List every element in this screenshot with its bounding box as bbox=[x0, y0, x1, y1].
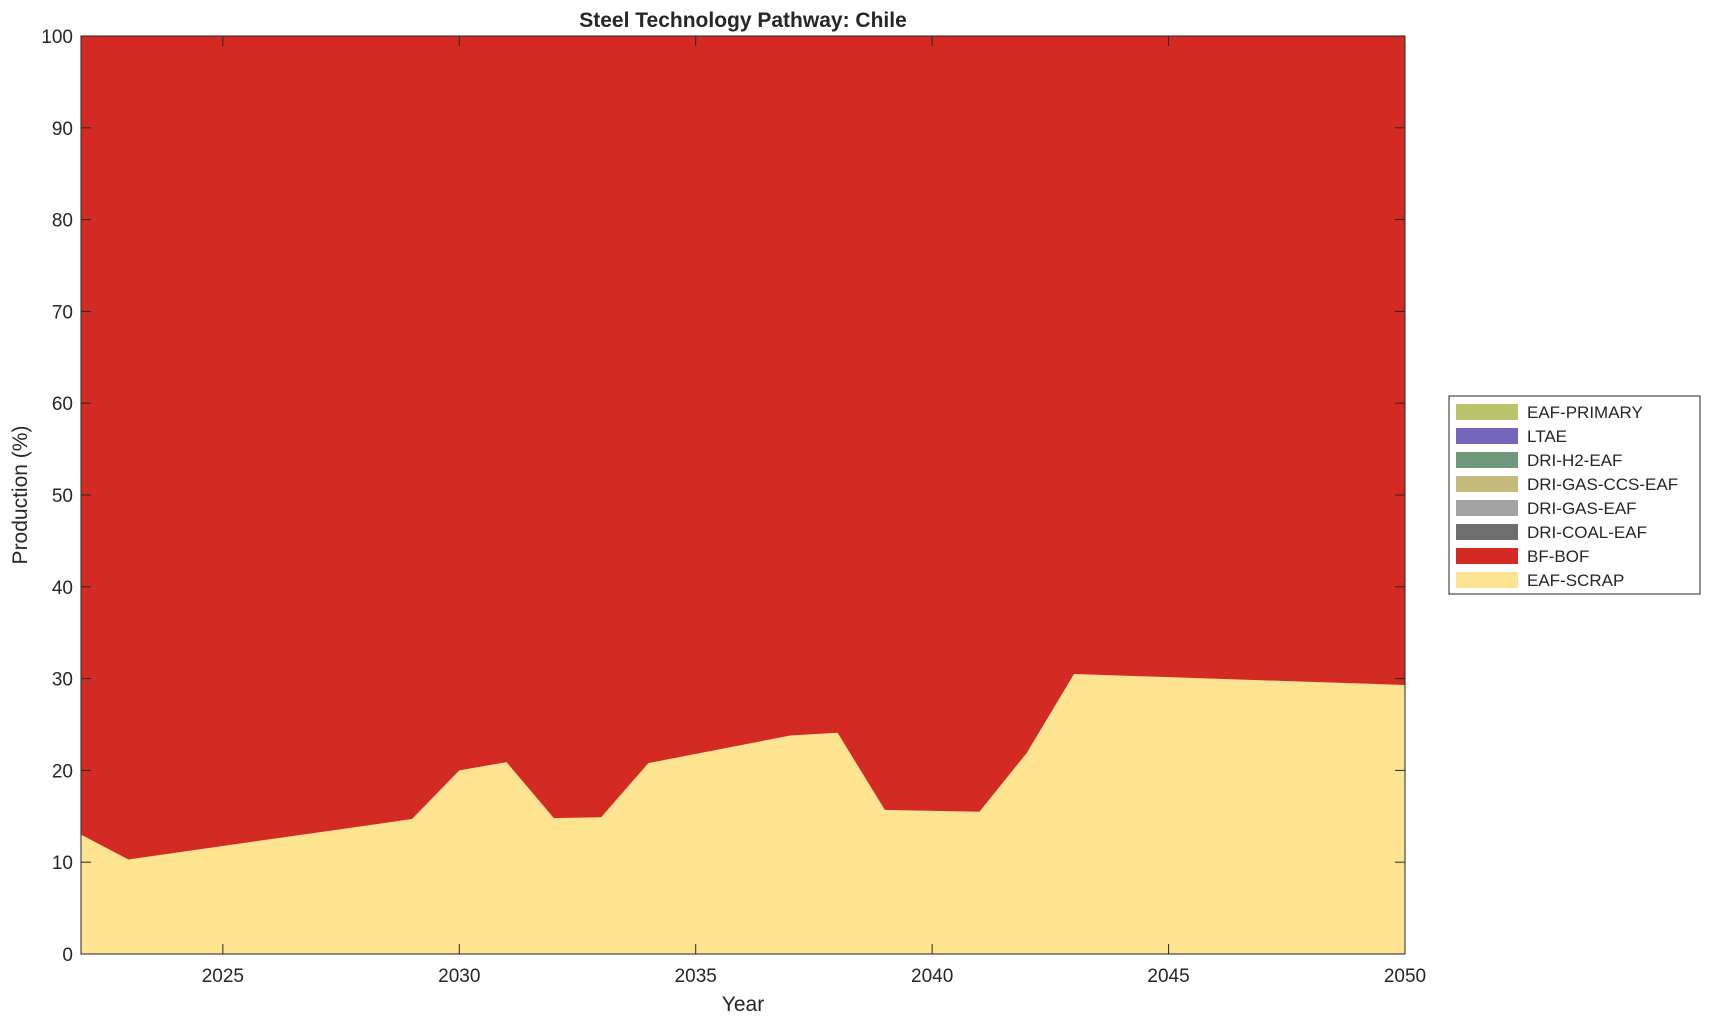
legend-label-dri-coal-eaf: DRI-COAL-EAF bbox=[1527, 523, 1647, 542]
legend-swatch-dri-gas-eaf bbox=[1456, 500, 1518, 516]
legend-swatch-dri-gas-ccs-eaf bbox=[1456, 476, 1518, 492]
legend-label-dri-gas-ccs-eaf: DRI-GAS-CCS-EAF bbox=[1527, 475, 1678, 494]
legend-swatch-ltae bbox=[1456, 428, 1518, 444]
legend-label-dri-h2-eaf: DRI-H2-EAF bbox=[1527, 451, 1622, 470]
x-tick-label: 2025 bbox=[202, 966, 244, 987]
y-axis-title: Production (%) bbox=[9, 426, 32, 565]
area-eaf-scrap bbox=[81, 674, 1405, 954]
legend-label-eaf-scrap: EAF-SCRAP bbox=[1527, 571, 1624, 590]
y-tick-label: 100 bbox=[41, 27, 73, 48]
legend-items: EAF-PRIMARY LTAE DRI-H2-EAF DRI-GAS-CCS-EAF… bbox=[1456, 403, 1678, 590]
y-tick-label: 80 bbox=[52, 211, 73, 232]
area-series-layer bbox=[81, 36, 1405, 954]
x-tick-label: 2030 bbox=[438, 966, 480, 987]
y-tick-label: 90 bbox=[52, 119, 73, 140]
y-tick-label: 60 bbox=[52, 394, 73, 415]
y-tick-label: 20 bbox=[52, 761, 73, 782]
y-tick-label: 10 bbox=[52, 853, 73, 874]
legend-swatch-eaf-scrap bbox=[1456, 572, 1518, 588]
x-tick-label: 2050 bbox=[1384, 966, 1426, 987]
y-tick-label: 0 bbox=[62, 945, 73, 966]
legend-label-bf-bof: BF-BOF bbox=[1527, 547, 1589, 566]
x-tick-label: 2045 bbox=[1147, 966, 1189, 987]
legend-swatch-bf-bof bbox=[1456, 548, 1518, 564]
y-tick-label: 30 bbox=[52, 670, 73, 691]
x-tick-label: 2040 bbox=[911, 966, 953, 987]
legend-label-dri-gas-eaf: DRI-GAS-EAF bbox=[1527, 499, 1637, 518]
area-bf-bof bbox=[81, 36, 1405, 860]
legend: EAF-PRIMARY LTAE DRI-H2-EAF DRI-GAS-CCS-EAF… bbox=[1448, 395, 1701, 595]
y-tick-label: 70 bbox=[52, 302, 73, 323]
y-tick-label: 40 bbox=[52, 578, 73, 599]
legend-swatch-dri-h2-eaf bbox=[1456, 452, 1518, 468]
legend-swatch-eaf-primary bbox=[1456, 404, 1518, 420]
axis-ticks: 2025 2030 2035 2040 2045 20500102030405060708… bbox=[41, 27, 1426, 987]
y-tick-label: 50 bbox=[52, 486, 73, 507]
legend-label-ltae: LTAE bbox=[1527, 427, 1567, 446]
chart-title: Steel Technology Pathway: Chile bbox=[579, 9, 907, 32]
x-axis-title: Year bbox=[722, 993, 764, 1016]
x-tick-label: 2035 bbox=[675, 966, 717, 987]
legend-swatch-dri-coal-eaf bbox=[1456, 524, 1518, 540]
legend-label-eaf-primary: EAF-PRIMARY bbox=[1527, 403, 1643, 422]
